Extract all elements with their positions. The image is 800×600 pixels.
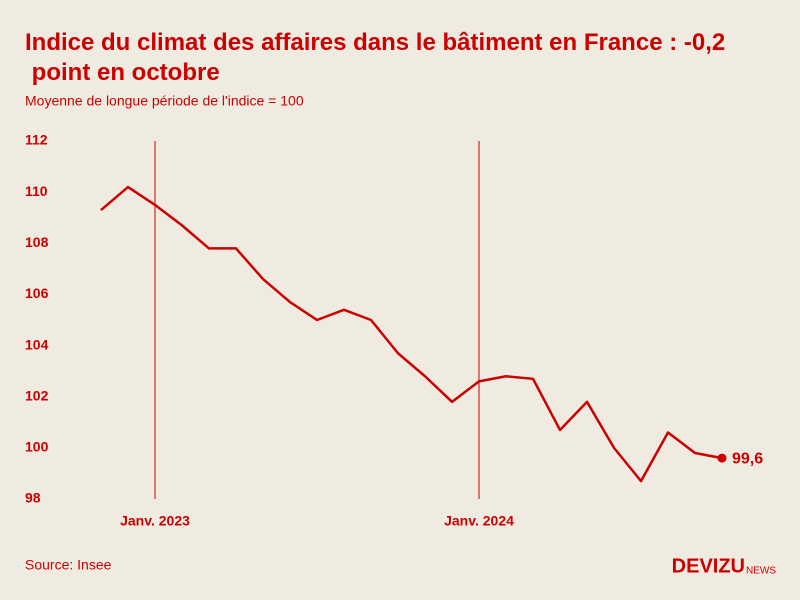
- y-tick-label: 110: [25, 183, 48, 199]
- chart-subtitle: Moyenne de longue période de l'indice = …: [25, 93, 304, 109]
- y-tick-label: 102: [25, 387, 49, 403]
- y-tick-label: 112: [25, 132, 48, 148]
- y-tick-label: 108: [25, 234, 49, 250]
- chart-title: Indice du climat des affaires dans le bâ…: [25, 29, 725, 86]
- end-point: [717, 453, 727, 463]
- brand: DEVIZU: [672, 555, 745, 577]
- line: [100, 185, 723, 483]
- y-tick-label: 106: [25, 285, 49, 301]
- x-tick-label: Janv. 2024: [444, 513, 514, 529]
- value-label: 99,6: [732, 450, 763, 467]
- brand-suffix: NEWS: [746, 566, 776, 577]
- source: Source: Insee: [25, 557, 112, 573]
- y-tick-label: 104: [25, 336, 49, 352]
- y-tick-label: 98: [25, 490, 41, 506]
- x-tick-label: Janv. 2023: [120, 513, 190, 529]
- y-tick-label: 100: [25, 439, 49, 455]
